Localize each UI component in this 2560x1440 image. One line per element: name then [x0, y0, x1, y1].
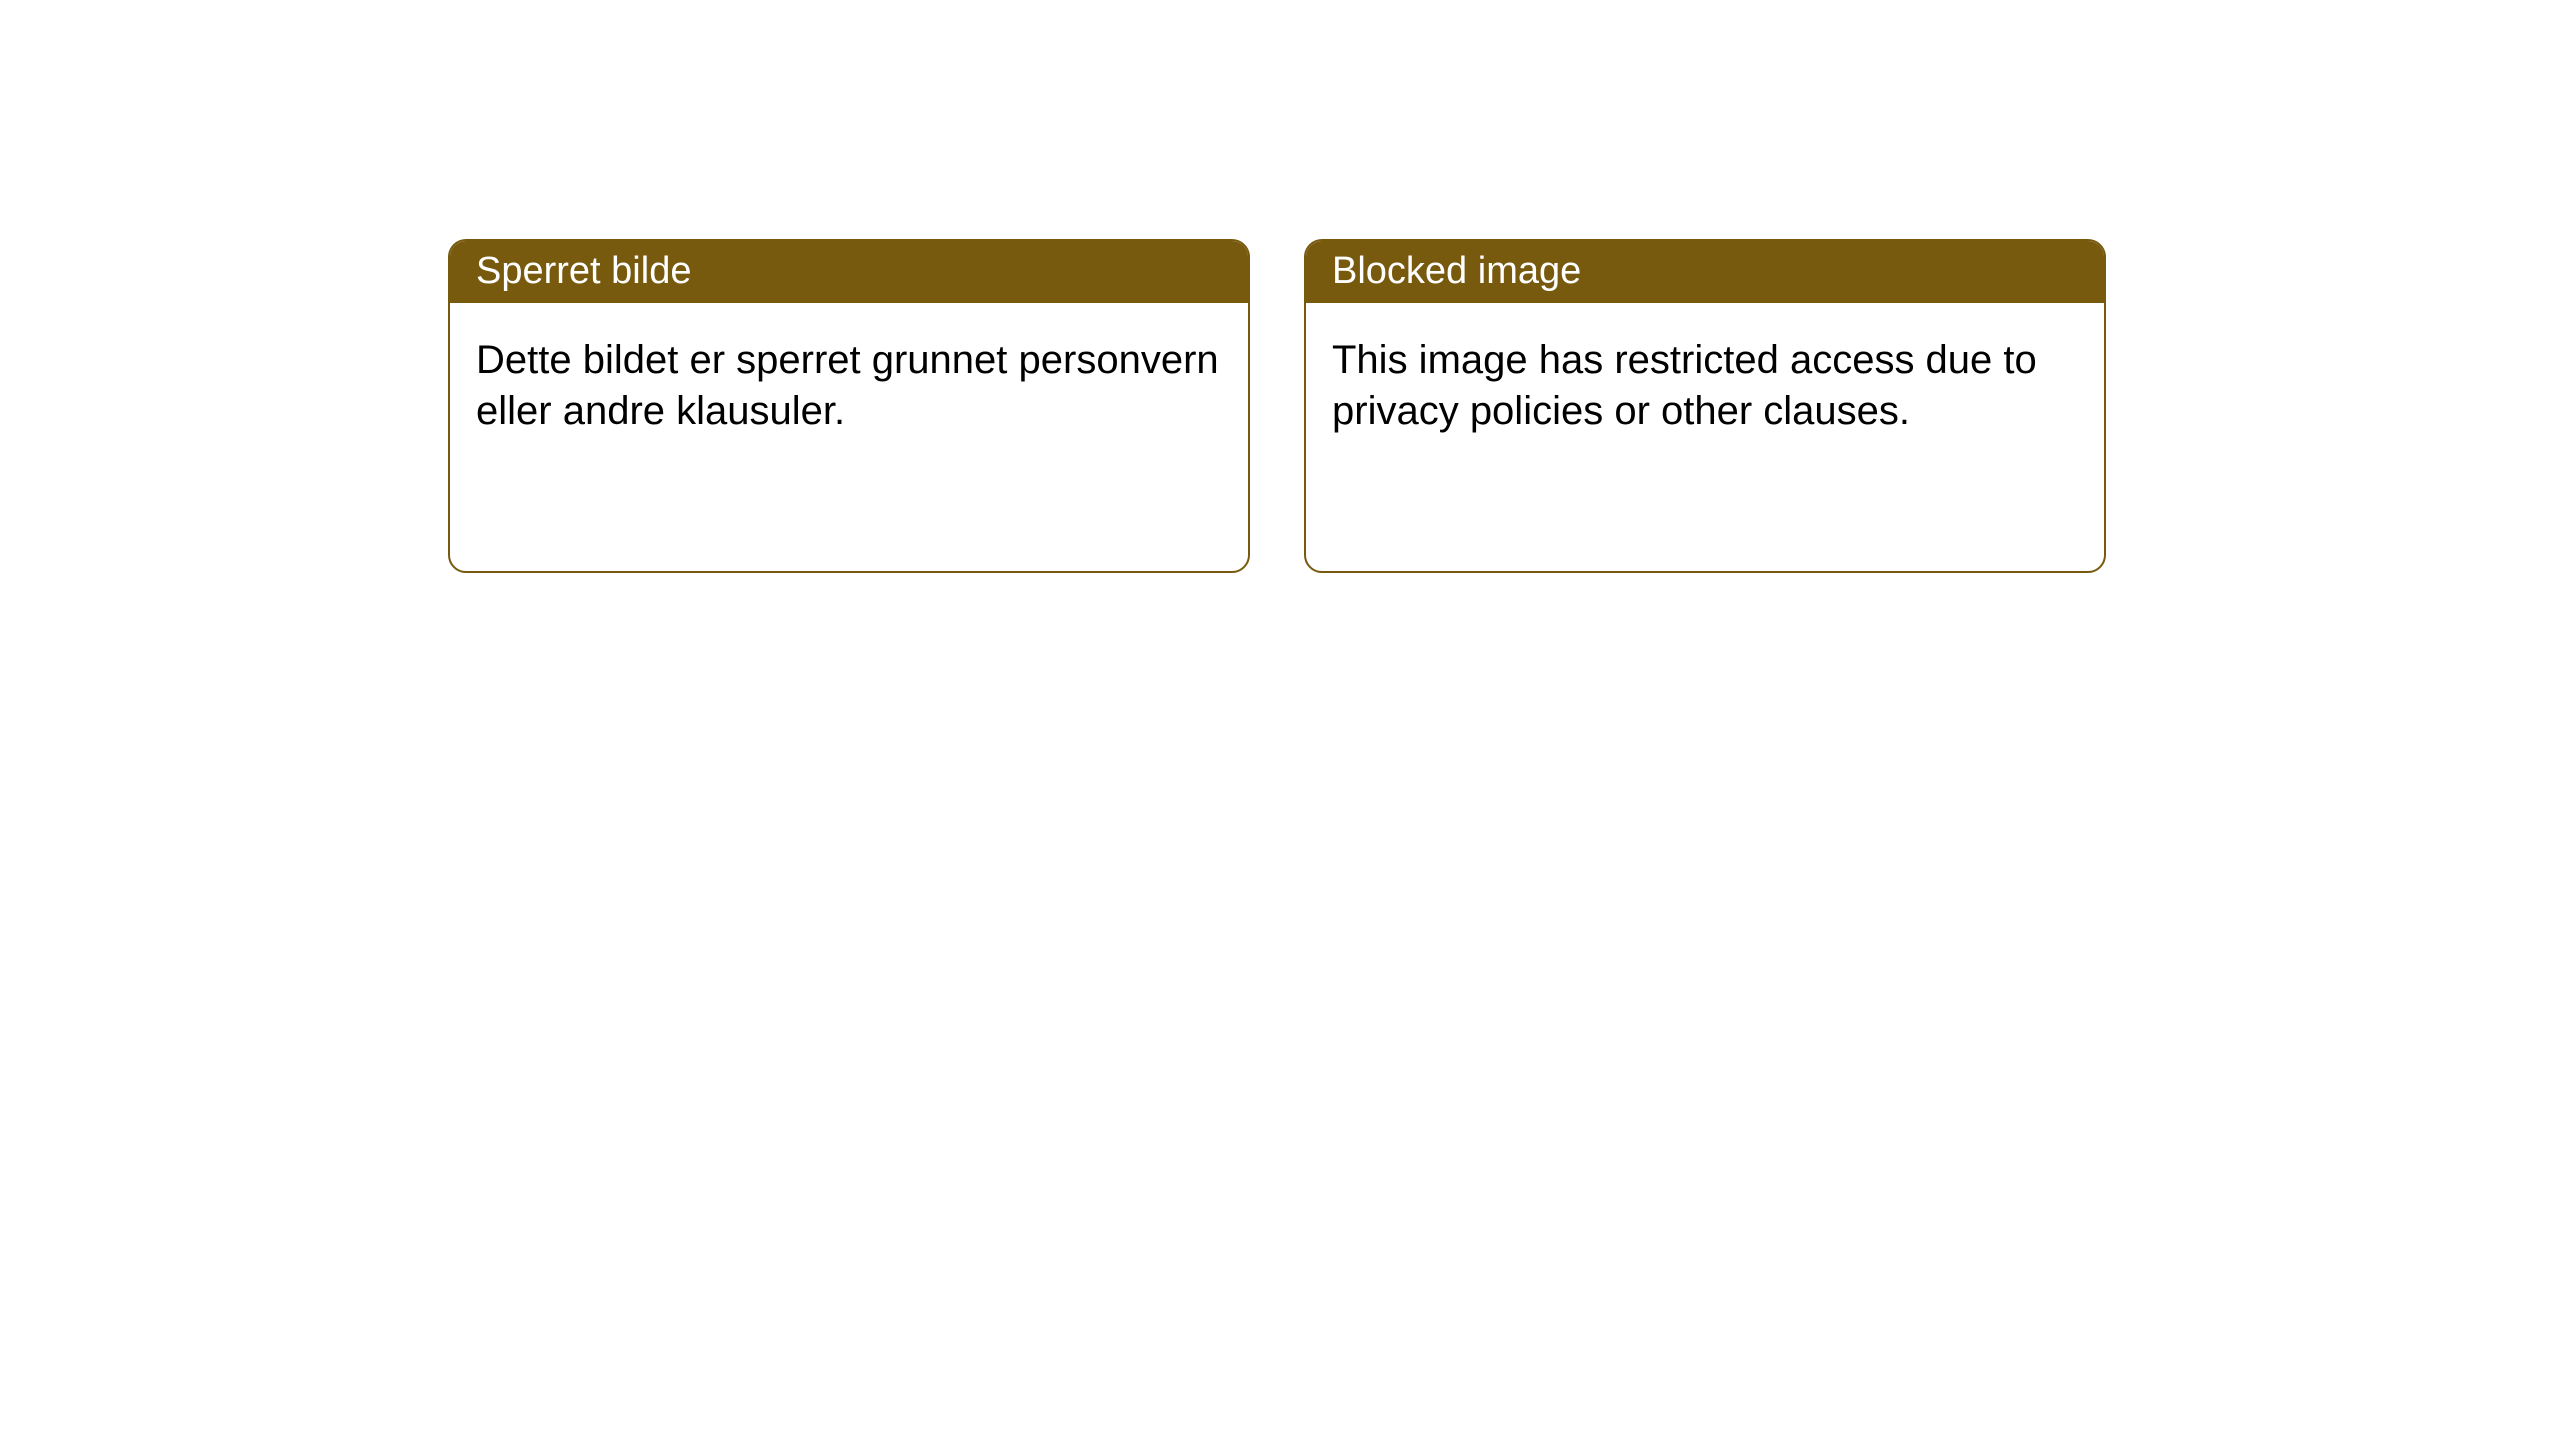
notice-container: Sperret bilde Dette bildet er sperret gr…	[0, 0, 2560, 573]
notice-title-english: Blocked image	[1306, 241, 2104, 303]
notice-card-norwegian: Sperret bilde Dette bildet er sperret gr…	[448, 239, 1250, 573]
notice-body-english: This image has restricted access due to …	[1306, 303, 2104, 469]
notice-body-norwegian: Dette bildet er sperret grunnet personve…	[450, 303, 1248, 469]
notice-title-norwegian: Sperret bilde	[450, 241, 1248, 303]
notice-card-english: Blocked image This image has restricted …	[1304, 239, 2106, 573]
